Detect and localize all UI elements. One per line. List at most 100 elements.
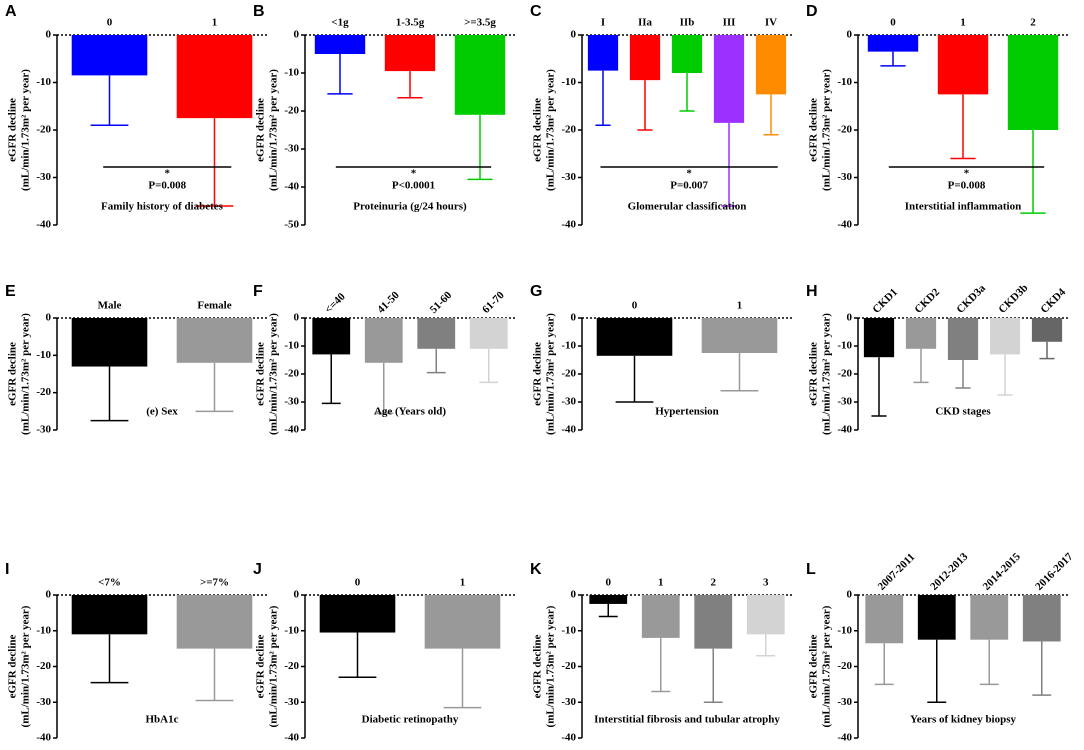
- y-axis-label: (mL/min/1.73m² per year): [268, 313, 280, 435]
- category-label: Female: [197, 300, 231, 312]
- y-tick-label: -30: [561, 171, 576, 183]
- x-axis-label: Glomerular classification: [628, 201, 747, 213]
- bar: [867, 35, 919, 52]
- bar: [865, 595, 904, 644]
- x-axis-label: HbA1c: [146, 714, 179, 726]
- category-label: 0: [606, 577, 612, 589]
- bar: [755, 35, 787, 95]
- y-tick-label: -40: [561, 732, 576, 744]
- bar: [364, 318, 403, 363]
- panel-letter: G: [530, 283, 542, 300]
- y-tick-label: 0: [46, 589, 52, 601]
- bar: [314, 35, 366, 54]
- y-tick-label: -40: [36, 732, 51, 744]
- y-axis-label: eGFR decline: [532, 98, 544, 162]
- p-value: P=0.008: [948, 180, 986, 192]
- category-label: Male: [98, 300, 122, 312]
- x-axis-label: Proteinuria (g/24 hours): [353, 201, 467, 213]
- y-tick-label: -10: [36, 624, 51, 636]
- category-label: 2014-2015: [981, 550, 1024, 593]
- y-tick-label: -20: [36, 660, 51, 672]
- bar: [905, 318, 937, 349]
- y-tick-label: -10: [36, 76, 51, 88]
- category-label: <1g: [331, 17, 349, 29]
- y-tick-label: 0: [847, 589, 853, 601]
- y-axis-label: eGFR decline: [255, 634, 267, 698]
- y-tick-label: -40: [284, 181, 299, 193]
- significance-star: *: [686, 168, 692, 180]
- category-label: 2: [1030, 17, 1036, 29]
- y-tick-label: -10: [561, 76, 576, 88]
- category-label: 1: [460, 577, 466, 589]
- panel-letter: F: [253, 283, 263, 300]
- bar: [71, 595, 148, 635]
- bar: [713, 35, 745, 123]
- bar: [424, 595, 501, 649]
- bar: [694, 595, 733, 649]
- category-label: 61-70: [480, 289, 507, 316]
- category-label: 2012-2013: [928, 550, 971, 593]
- y-tick-label: -10: [284, 67, 299, 79]
- y-axis-label: eGFR decline: [532, 342, 544, 406]
- bar: [917, 595, 956, 640]
- bar: [937, 35, 989, 95]
- category-label: 41-50: [375, 289, 402, 316]
- y-axis-label: (mL/min/1.73m² per year): [821, 313, 833, 435]
- bar: [746, 595, 785, 635]
- y-axis-label: (mL/min/1.73m² per year): [821, 69, 833, 191]
- y-axis-label: (mL/min/1.73m² per year): [268, 605, 280, 727]
- y-tick-label: -40: [284, 732, 299, 744]
- category-label: 2016-2017: [1033, 550, 1076, 593]
- y-axis-label: eGFR decline: [808, 342, 820, 406]
- category-label: <=40: [323, 290, 348, 315]
- y-axis-label: (mL/min/1.73m² per year): [20, 69, 32, 191]
- y-tick-label: 0: [847, 29, 853, 41]
- y-tick-label: -20: [837, 368, 852, 380]
- y-tick-label: -30: [284, 396, 299, 408]
- bar: [312, 318, 351, 355]
- p-value: P<0.0001: [392, 180, 435, 192]
- panel-letter: H: [806, 283, 818, 300]
- x-axis-label: Family history of diabetes: [101, 201, 224, 213]
- y-tick-label: -30: [284, 143, 299, 155]
- p-value: P=0.008: [148, 180, 186, 192]
- y-tick-label: -30: [837, 171, 852, 183]
- significance-star: *: [411, 168, 417, 180]
- y-tick-label: -20: [284, 368, 299, 380]
- category-label: CKD4: [1038, 286, 1068, 316]
- significance-star: *: [165, 168, 171, 180]
- category-label: IV: [765, 17, 777, 29]
- bar: [629, 35, 661, 81]
- y-axis-label: eGFR decline: [255, 342, 267, 406]
- x-axis-label: Years of kidney biopsy: [910, 714, 1017, 726]
- y-tick-label: 0: [571, 29, 577, 41]
- y-tick-label: -10: [837, 340, 852, 352]
- x-axis-label: Interstitial fibrosis and tubular atroph…: [594, 714, 780, 726]
- y-tick-label: -10: [36, 349, 51, 361]
- category-label: 1: [737, 300, 743, 312]
- y-tick-label: 0: [46, 29, 52, 41]
- x-axis-label: CKD stages: [935, 406, 991, 418]
- category-label: <7%: [98, 577, 121, 589]
- y-tick-label: -20: [837, 660, 852, 672]
- y-tick-label: 0: [46, 312, 52, 324]
- category-label: 0: [355, 577, 361, 589]
- bar: [1031, 318, 1063, 342]
- y-axis-label: eGFR decline: [808, 98, 820, 162]
- bar: [970, 595, 1009, 640]
- y-tick-label: -30: [36, 171, 51, 183]
- category-label: 1-3.5g: [396, 17, 425, 29]
- p-value: P=0.007: [670, 180, 708, 192]
- bar: [176, 35, 253, 119]
- y-axis-label: (mL/min/1.73m² per year): [821, 605, 833, 727]
- significance-star: *: [964, 168, 970, 180]
- y-tick-label: -40: [561, 424, 576, 436]
- y-axis-label: (mL/min/1.73m² per year): [545, 313, 557, 435]
- category-label: 0: [632, 300, 638, 312]
- y-tick-label: -20: [837, 124, 852, 136]
- category-label: 2: [711, 577, 717, 589]
- y-tick-label: -20: [561, 124, 576, 136]
- y-tick-label: -40: [837, 219, 852, 231]
- y-tick-label: -40: [36, 219, 51, 231]
